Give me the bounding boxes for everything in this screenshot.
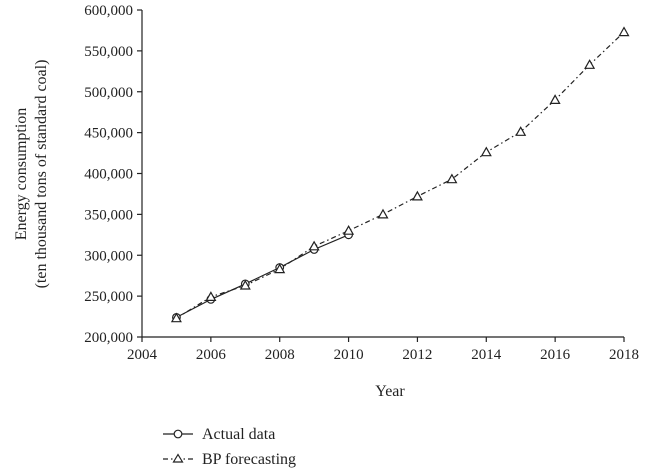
y-tick-label: 350,000: [84, 207, 133, 223]
data-point-triangle: [618, 26, 630, 37]
data-point-triangle: [205, 291, 217, 301]
legend: Actual data BP forecasting: [163, 426, 296, 468]
y-tick-label: 600,000: [84, 3, 133, 19]
legend-item-actual-data: Actual data: [163, 426, 275, 443]
y-tick-label: 300,000: [84, 248, 133, 264]
y-axis-title-line-2: (ten thousand tons of standard coal): [33, 60, 50, 289]
series-markers: [170, 26, 630, 323]
data-point-triangle: [515, 126, 527, 136]
x-tick-label: 2014: [471, 347, 502, 363]
data-point-triangle: [584, 59, 596, 69]
y-tick-label: 250,000: [84, 289, 133, 305]
axes: [137, 9, 625, 342]
y-tick-label: 200,000: [84, 330, 133, 346]
series-lines: [176, 31, 625, 319]
data-point-triangle: [308, 240, 320, 251]
data-point-triangle: [274, 263, 286, 274]
data-point-triangle: [170, 312, 182, 323]
data-point-triangle: [446, 173, 458, 184]
y-tick-label: 400,000: [84, 167, 133, 183]
legend-label-bp-forecasting: BP forecasting: [202, 451, 296, 468]
series-line-actual-data: [176, 234, 349, 318]
x-tick-label: 2006: [196, 347, 227, 363]
legend-marker-triangle-icon: [172, 453, 184, 463]
legend-item-bp-forecasting: BP forecasting: [163, 451, 296, 468]
data-point-triangle: [411, 190, 423, 201]
data-point-triangle: [549, 94, 561, 104]
x-tick-label: 2018: [609, 347, 639, 363]
y-tick-label: 500,000: [84, 85, 133, 101]
y-tick-labels: 200,000 250,000 300,000 350,000 400,000 450,0…: [84, 3, 133, 346]
data-point-triangle: [377, 208, 389, 219]
x-tick-label: 2010: [334, 347, 364, 363]
data-point-triangle: [480, 146, 492, 157]
y-axis-title-line-1: Energy consumption: [13, 108, 30, 241]
x-tick-label: 2004: [127, 347, 158, 363]
x-axis-title: Year: [375, 383, 405, 400]
legend-label-actual-data: Actual data: [202, 426, 275, 443]
data-point-triangle: [343, 224, 355, 235]
series-line-bp-forecasting: [176, 31, 625, 319]
x-tick-label: 2008: [265, 347, 295, 363]
x-tick-label: 2016: [540, 347, 571, 363]
y-tick-label: 450,000: [84, 126, 133, 142]
x-tick-label: 2012: [402, 347, 432, 363]
y-tick-label: 550,000: [84, 44, 133, 60]
legend-marker-circle-icon: [173, 429, 183, 439]
y-axis-title: Energy consumption (ten thousand tons of…: [13, 60, 50, 289]
data-point-triangle: [239, 279, 251, 290]
x-tick-labels: 2004 2006 2008 2010 2012 2014 2016 2018: [127, 347, 639, 363]
